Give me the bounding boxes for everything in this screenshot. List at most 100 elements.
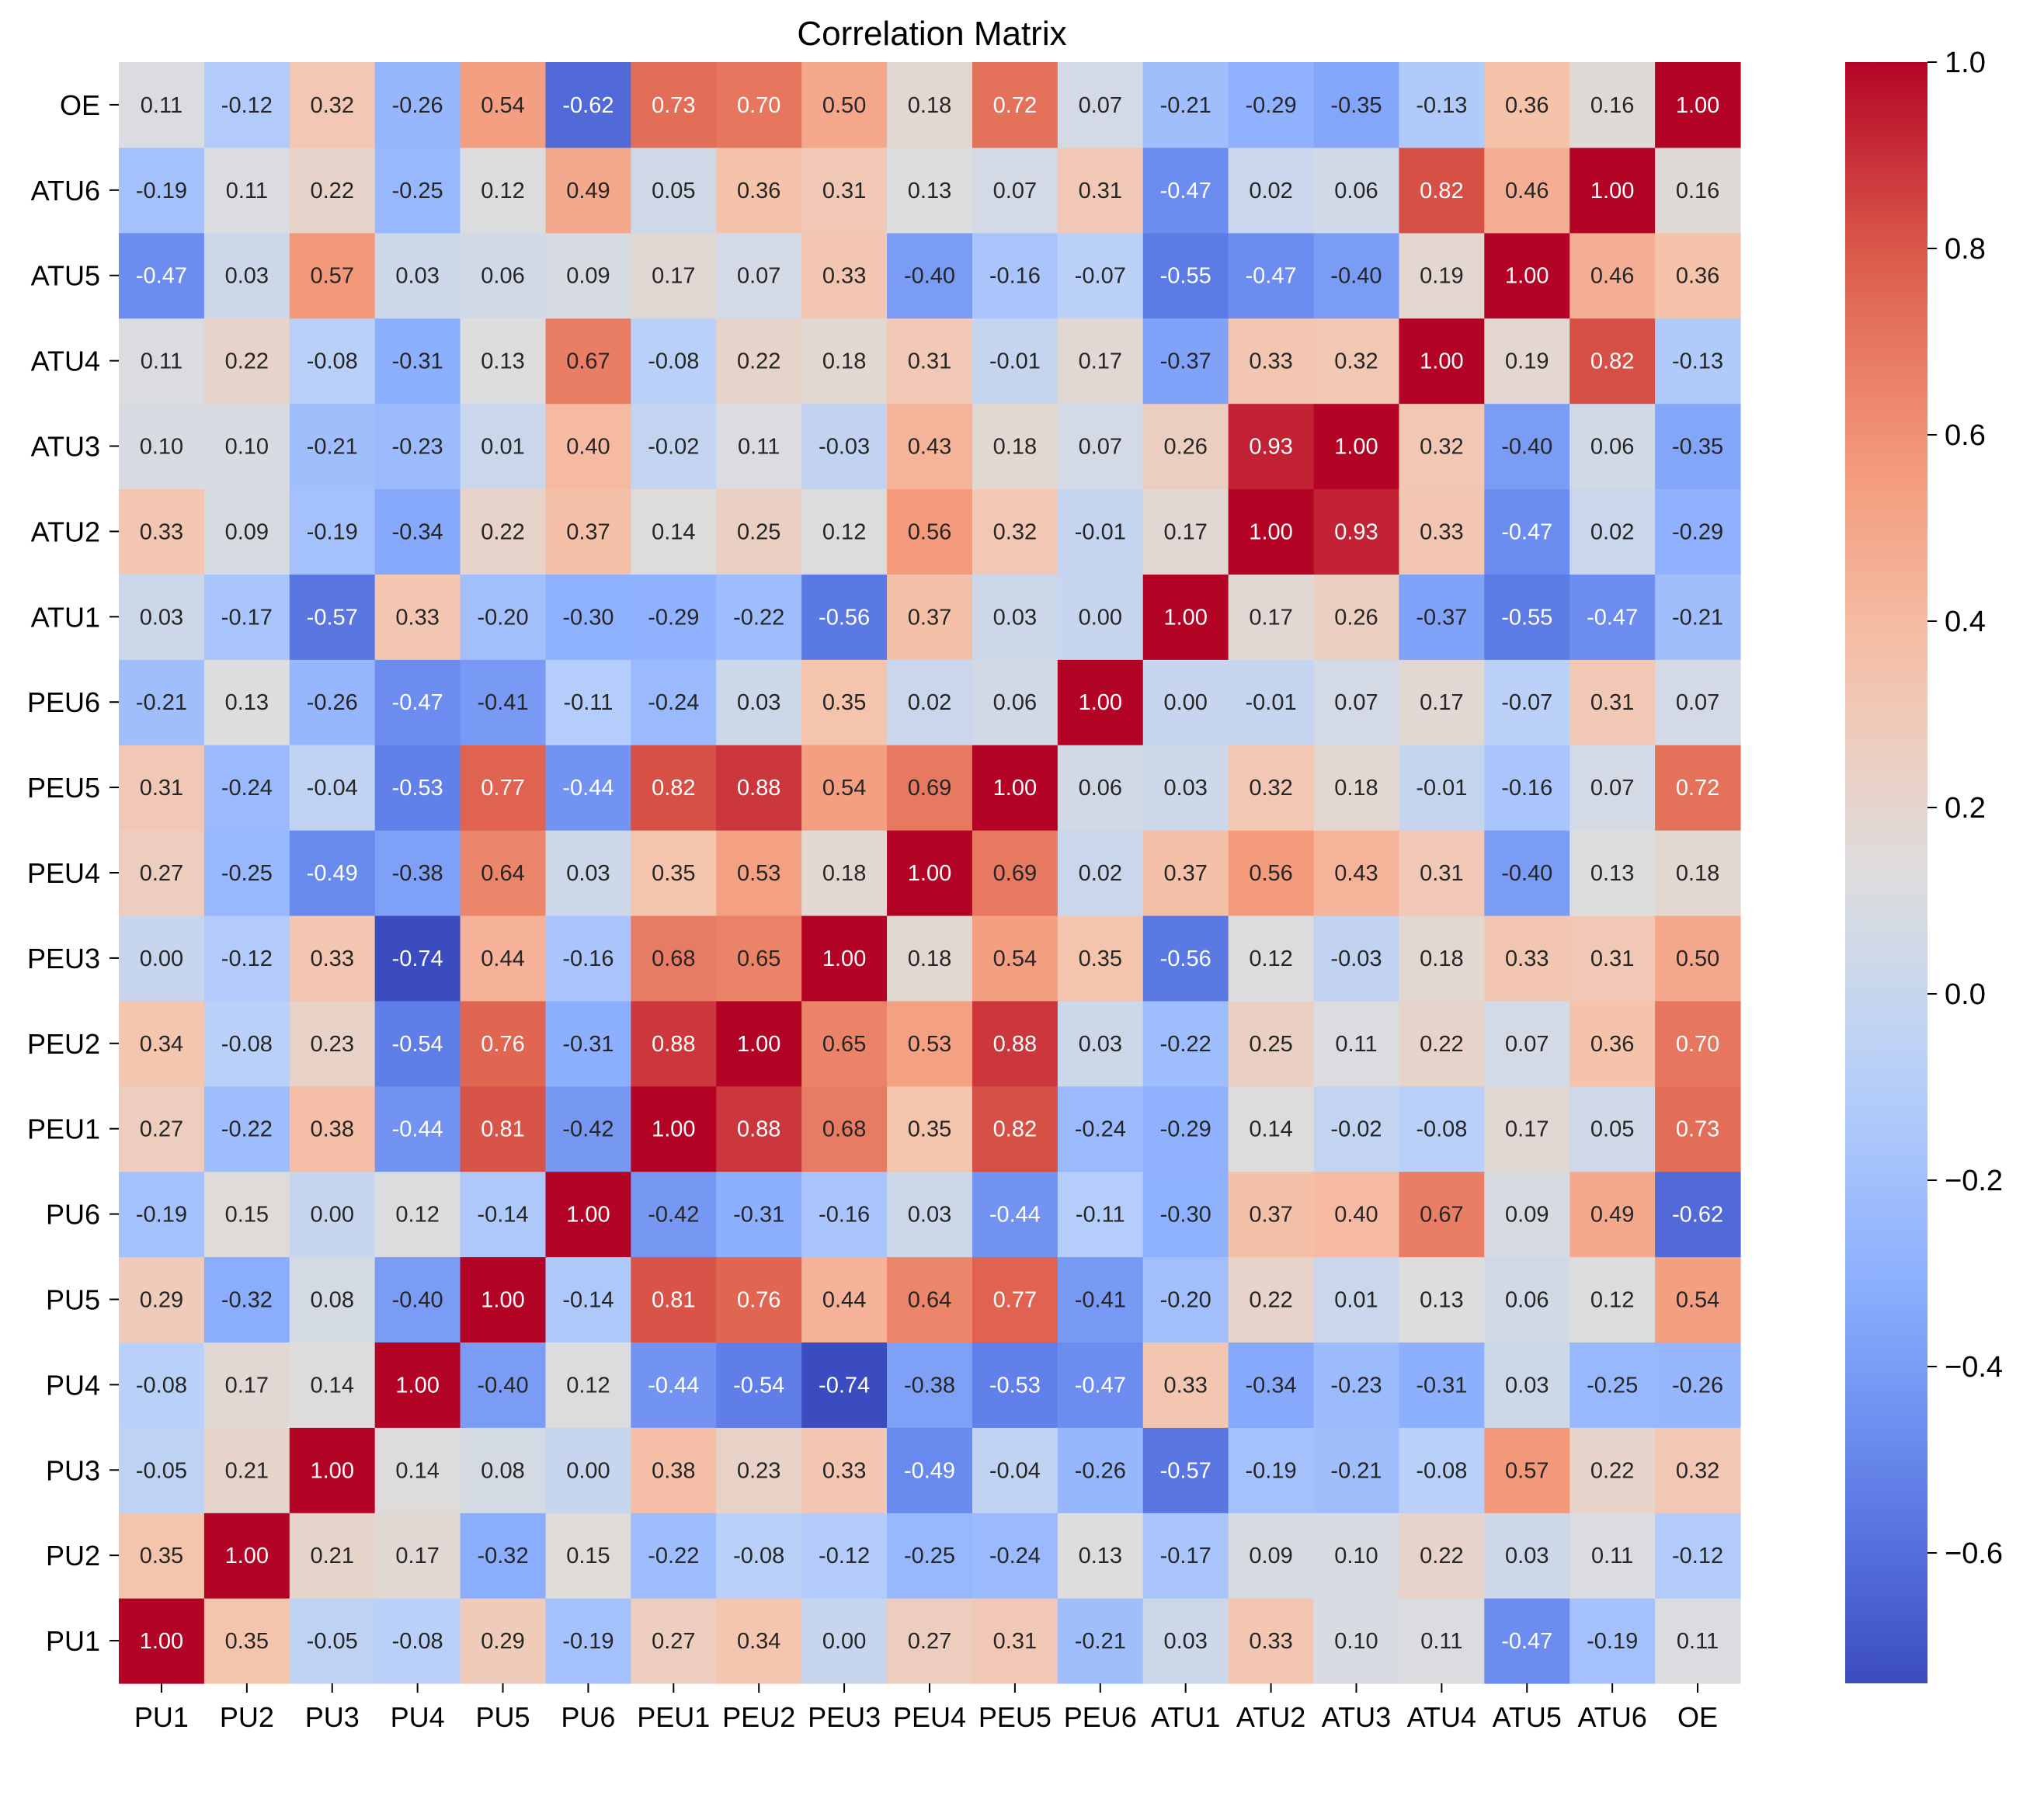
cell-value-label: -0.26 <box>1672 1373 1723 1398</box>
heatmap-cell <box>374 1427 461 1513</box>
heatmap-cell <box>374 1598 461 1684</box>
heatmap-cell <box>1484 1342 1570 1428</box>
heatmap-cell <box>631 1256 717 1343</box>
heatmap-cell <box>716 232 802 319</box>
heatmap-cell <box>545 745 631 831</box>
heatmap-cell <box>1313 745 1400 831</box>
heatmap-cell <box>801 1085 888 1172</box>
cell-value-label: -0.35 <box>1330 93 1382 118</box>
cell-value-label: 1.00 <box>1590 179 1634 203</box>
cell-value-label: -0.37 <box>1160 349 1211 374</box>
cell-value-label: 0.88 <box>652 1032 695 1057</box>
cell-value-label: -0.02 <box>1330 1117 1382 1142</box>
cell-value-label: 1.00 <box>1079 690 1122 715</box>
heatmap-cell <box>1313 232 1400 319</box>
x-tick-label: PU3 <box>305 1701 360 1733</box>
cell-value-label: 1.00 <box>225 1544 269 1568</box>
heatmap-cell <box>972 403 1058 490</box>
cell-value-label: 0.57 <box>311 264 354 289</box>
heatmap-cell <box>1228 574 1315 660</box>
cell-value-label: -0.22 <box>1160 1032 1211 1057</box>
heatmap-cell <box>119 488 205 575</box>
cell-value-label: 0.81 <box>481 1117 524 1142</box>
cell-value-label: 0.32 <box>311 93 354 118</box>
heatmap-cell <box>289 1000 376 1087</box>
heatmap-cell <box>631 1171 717 1258</box>
heatmap-cell <box>545 232 631 319</box>
cell-value-label: -0.16 <box>562 946 614 971</box>
cell-value-label: 1.00 <box>652 1117 695 1142</box>
heatmap-cell <box>1228 1000 1315 1087</box>
cell-value-label: -0.32 <box>477 1544 528 1568</box>
heatmap-cell <box>972 1256 1058 1343</box>
heatmap-cell <box>1142 1085 1229 1172</box>
heatmap-cell <box>1142 574 1229 660</box>
cell-value-label: 0.18 <box>1676 861 1719 886</box>
heatmap-cell <box>801 318 888 405</box>
y-tick-label: PU6 <box>46 1199 100 1231</box>
cell-value-label: 0.44 <box>481 946 524 971</box>
cell-value-label: -0.47 <box>136 264 187 289</box>
colorbar: 1.0 0.8 0.6 0.4 0.2 0.0 −0.2 −0.4 −0.6 <box>1845 47 2003 1683</box>
heatmap-cell <box>1057 1427 1144 1513</box>
heatmap-cell <box>203 1000 290 1087</box>
heatmap-cell <box>203 403 290 490</box>
cell-value-label: 0.06 <box>1079 776 1122 801</box>
cell-value-label: -0.47 <box>1075 1373 1126 1398</box>
cell-value-label: 0.12 <box>822 519 866 544</box>
heatmap-cell <box>545 1256 631 1343</box>
heatmap-cell <box>289 62 376 148</box>
heatmap-cell <box>1228 147 1315 234</box>
cell-value-label: -0.07 <box>1075 264 1126 289</box>
heatmap-cell <box>716 1513 802 1599</box>
cell-value-label: -0.05 <box>307 1629 358 1654</box>
heatmap-cell <box>545 574 631 660</box>
cell-value-label: 0.00 <box>311 1203 354 1228</box>
cell-value-label: 0.77 <box>481 776 524 801</box>
x-tick-label: PEU6 <box>1064 1701 1137 1733</box>
y-tick-label: PEU4 <box>27 857 100 889</box>
heatmap-cell <box>374 318 461 405</box>
heatmap-cell <box>801 147 888 234</box>
heatmap-cell <box>203 1171 290 1258</box>
heatmap-cell <box>887 403 973 490</box>
heatmap-cell <box>1569 1085 1656 1172</box>
cell-value-label: 0.82 <box>1590 349 1634 374</box>
cell-value-label: -0.08 <box>136 1373 187 1398</box>
heatmap-cell <box>1057 147 1144 234</box>
cell-value-label: -0.23 <box>392 435 443 460</box>
cell-value-label: 0.12 <box>481 179 524 203</box>
cell-value-label: -0.31 <box>392 349 443 374</box>
x-tick-label: PU2 <box>220 1701 274 1733</box>
heatmap-cell <box>1655 1085 1741 1172</box>
heatmap-cell <box>374 1256 461 1343</box>
heatmap-cell <box>1399 62 1485 148</box>
cell-value-label: 0.17 <box>1079 349 1122 374</box>
cell-value-label: 0.03 <box>395 264 439 289</box>
cell-value-label: 0.17 <box>1249 605 1292 630</box>
cell-value-label: -0.21 <box>136 690 187 715</box>
heatmap-cell <box>460 1000 547 1087</box>
cell-value-label: -0.19 <box>136 179 187 203</box>
heatmap-cell <box>1484 147 1570 234</box>
heatmap-cell <box>289 915 376 1002</box>
cell-value-label: -0.23 <box>1330 1373 1382 1398</box>
heatmap-cell <box>203 1085 290 1172</box>
cell-value-label: -0.54 <box>733 1373 784 1398</box>
x-tick-label: PEU1 <box>637 1701 710 1733</box>
cell-value-label: 0.17 <box>652 264 695 289</box>
heatmap-cell <box>801 1427 888 1513</box>
heatmap-cell <box>1484 62 1570 148</box>
cell-value-label: -0.11 <box>1076 1203 1125 1228</box>
cell-value-label: 0.38 <box>311 1117 354 1142</box>
cell-value-label: 0.09 <box>1249 1544 1292 1568</box>
heatmap-cell <box>716 147 802 234</box>
heatmap-cell <box>203 830 290 916</box>
heatmap-cell <box>1655 1256 1741 1343</box>
cell-value-label: 0.34 <box>140 1032 183 1057</box>
cell-value-label: 0.14 <box>395 1458 439 1483</box>
cell-value-label: -0.29 <box>1160 1117 1211 1142</box>
cell-value-label: 0.22 <box>311 179 354 203</box>
heatmap-cell <box>801 488 888 575</box>
cell-value-label: 0.13 <box>1590 861 1634 886</box>
